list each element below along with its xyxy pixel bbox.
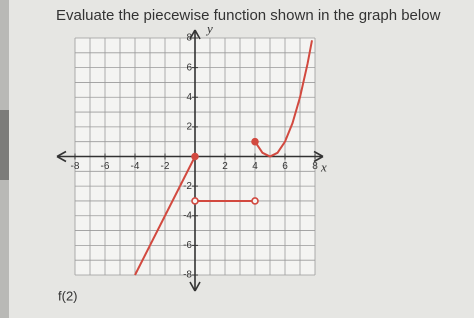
x-tick-label: -2 <box>161 161 170 172</box>
x-tick-label: 8 <box>312 161 318 172</box>
x-tick-label: -4 <box>131 161 140 172</box>
x-tick-label: 4 <box>252 161 258 172</box>
x-axis-label: x <box>320 159 327 174</box>
x-tick-label: 2 <box>222 161 228 172</box>
closed-endpoint <box>191 152 199 161</box>
arrow <box>313 150 324 163</box>
y-tick-label: -4 <box>183 210 192 221</box>
open-endpoint <box>191 197 199 205</box>
arrow <box>189 281 201 292</box>
y-tick-label: -2 <box>183 181 192 192</box>
x-tick-label: 6 <box>282 161 288 172</box>
y-tick-label: 2 <box>186 122 192 133</box>
x-tick-label: -6 <box>101 161 110 172</box>
open-endpoint <box>251 197 259 205</box>
y-tick-label: 6 <box>186 62 192 73</box>
y-tick-label: -6 <box>183 240 192 251</box>
closed-endpoint <box>251 137 259 146</box>
left-tab <box>0 110 9 180</box>
plot: x y -8 -6 -4 -2 2 4 6 8 -8 -6 -4 -2 2 4 6 8 <box>56 21 327 292</box>
y-axis-label: y <box>205 21 213 36</box>
y-tick-label: 8 <box>186 33 192 44</box>
question-prompt: f(2) <box>58 288 78 303</box>
y-tick-label: 4 <box>186 92 192 103</box>
arrow <box>56 150 67 163</box>
x-tick-label: -8 <box>71 161 80 172</box>
function-piece <box>254 40 313 158</box>
function-piece <box>134 156 196 276</box>
question-title: Evaluate the piecewise function shown in… <box>56 7 441 24</box>
y-tick-label: -8 <box>183 270 192 281</box>
arrow <box>189 29 201 40</box>
